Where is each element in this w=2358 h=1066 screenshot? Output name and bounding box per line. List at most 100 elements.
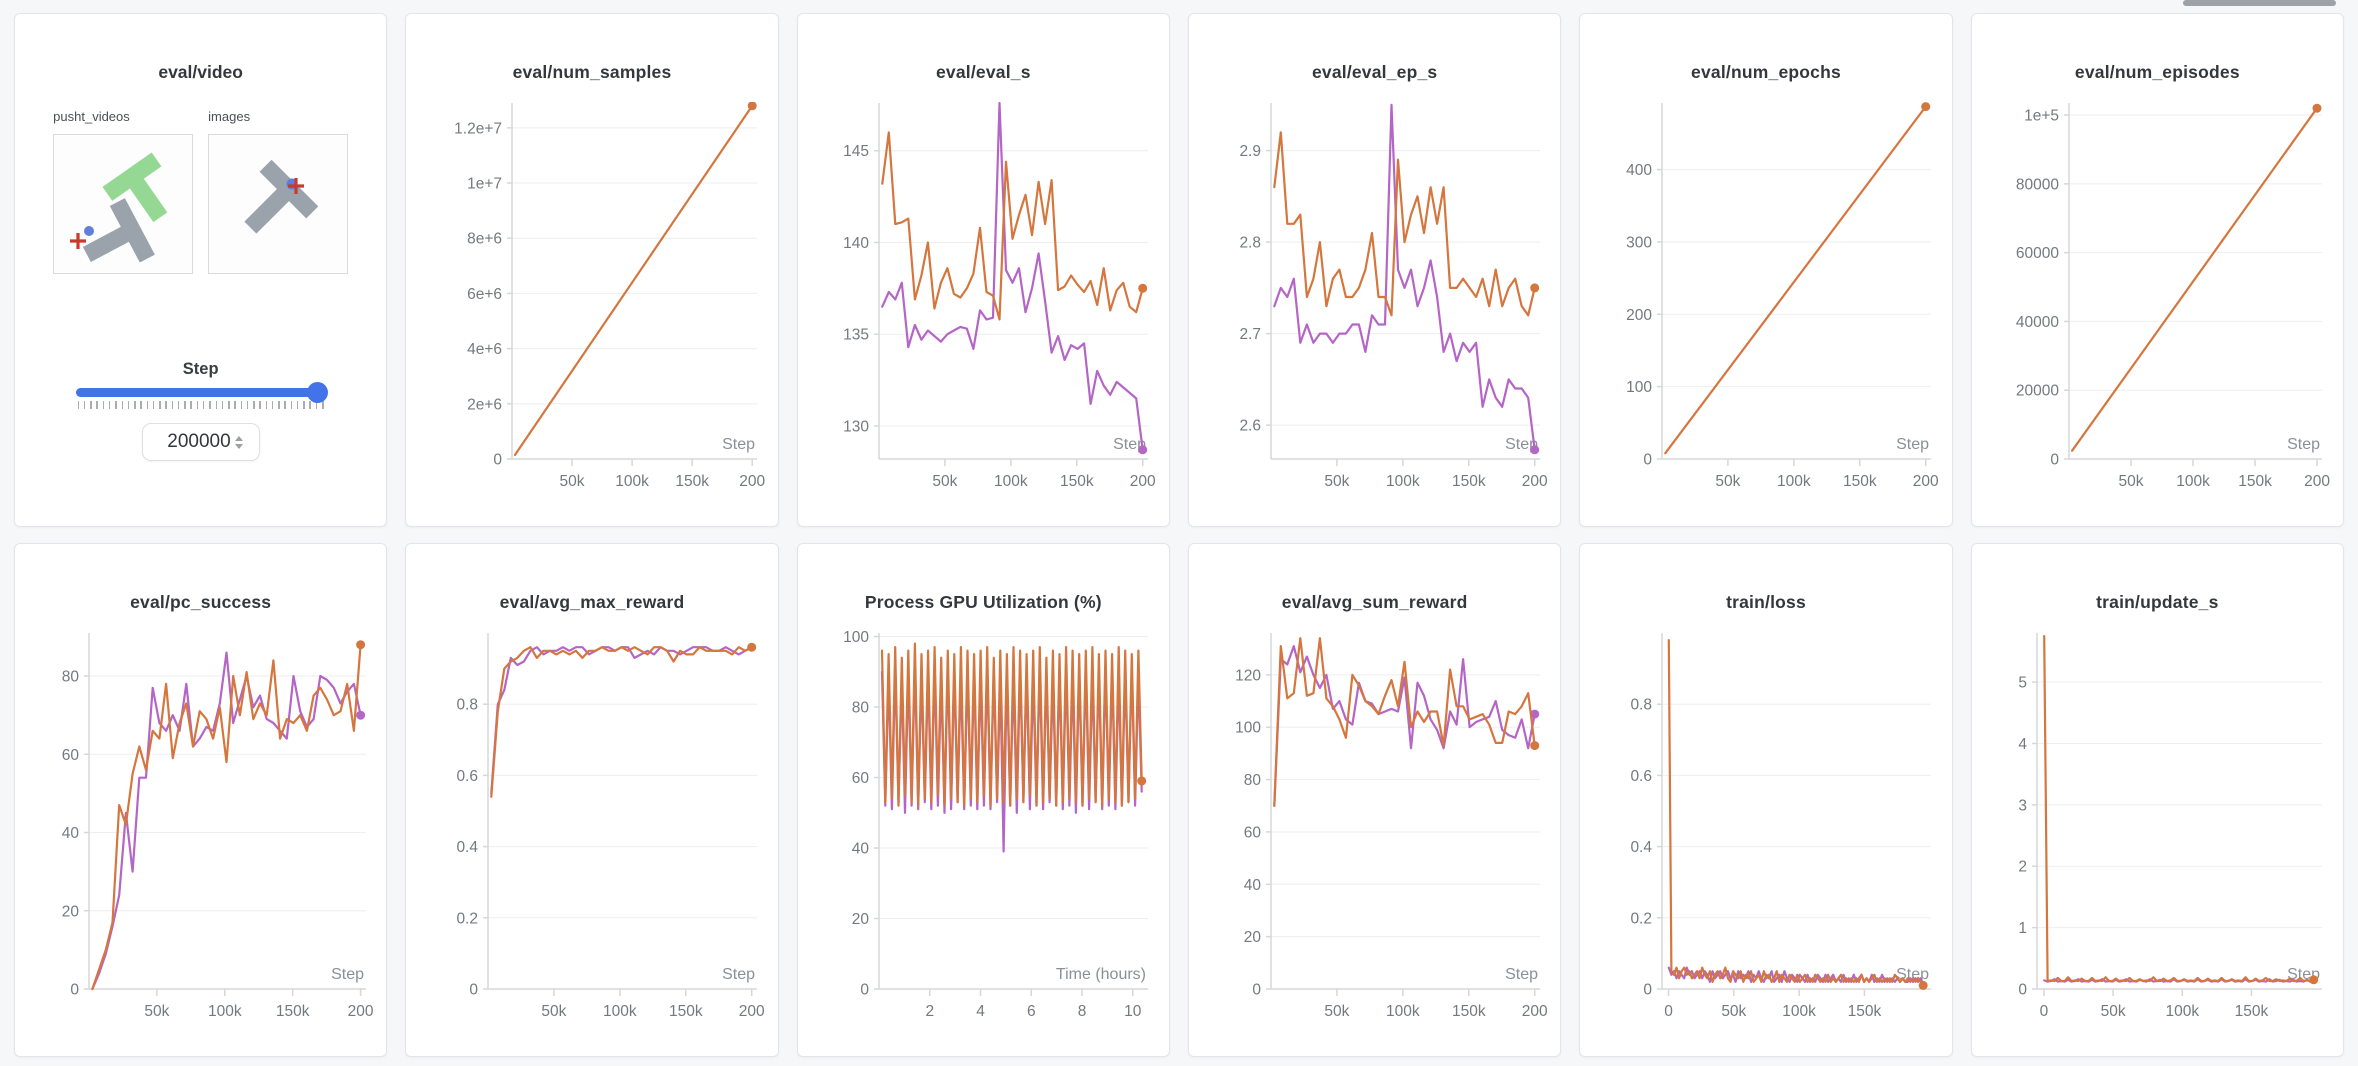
images-caption: images <box>208 109 251 124</box>
step-slider-handle[interactable] <box>306 382 328 403</box>
y-tick-label: 0 <box>469 982 478 999</box>
x-tick-label: 200 <box>1130 473 1156 490</box>
chart-plot[interactable]: 0 20000 40000 60000 80000 1e+5 50k 100k 150k 200 S… <box>1974 91 2340 493</box>
series-group <box>1272 103 1539 455</box>
x-tick-label: 150k <box>1843 473 1877 490</box>
chart-title: eval/avg_max_reward <box>499 592 685 612</box>
y-tick-label: 20000 <box>2016 383 2059 400</box>
chart-panel-eval-num_samples: eval/num_samples 0 2e+6 4e+6 6e+6 8e+6 1e+7 1.… <box>405 13 779 527</box>
x-axis-label: Step <box>1505 966 1538 983</box>
y-tick-label: 40 <box>852 841 870 858</box>
chart-title: eval/num_epochs <box>1691 62 1841 82</box>
x-tick-label: 0 <box>1664 1003 1673 1020</box>
step-slider-track[interactable] <box>75 382 328 403</box>
images-thumbnail[interactable] <box>208 134 349 274</box>
series-line-run-orange <box>881 131 1145 321</box>
x-tick-label: 50k <box>541 1003 566 1020</box>
chart-title: eval/num_samples <box>512 62 672 82</box>
chart-plot[interactable]: 0 100 200 300 400 50k 100k 150k 200 Step <box>1583 91 1949 493</box>
x-tick-label: 50k <box>933 473 958 490</box>
chart-plot[interactable]: 0 2e+6 4e+6 6e+6 8e+6 1e+7 1.2e+7 50k 100k 150k 20… <box>409 91 775 493</box>
series-line-run-orange <box>90 643 362 991</box>
y-tick-label: 0 <box>861 982 870 999</box>
chart-plot[interactable]: 0 20 40 60 80 100 120 50k 100k 150k 200 Step <box>1192 621 1558 1023</box>
x-axis-label: Step <box>1505 436 1538 453</box>
y-tick-label: 0 <box>2051 452 2060 469</box>
x-tick-label: 100k <box>1777 473 1811 490</box>
stepper-arrows <box>234 435 243 449</box>
x-tick-label: 100k <box>2166 1003 2200 1020</box>
series-group <box>513 102 757 456</box>
step-slider[interactable] <box>75 382 328 409</box>
step-increment-icon[interactable] <box>234 435 243 441</box>
y-tick-label: 100 <box>1235 720 1261 737</box>
y-tick-label: 0.4 <box>1630 839 1652 856</box>
chart-title: eval/pc_success <box>130 592 272 612</box>
pusht-video-thumbnail[interactable] <box>53 134 194 274</box>
series-group <box>1272 637 1539 807</box>
x-tick-label: 8 <box>1078 1003 1087 1020</box>
step-decrement-icon[interactable] <box>234 443 243 449</box>
series-end-dot-run-orange <box>355 640 365 650</box>
chart-panel-eval-num_epochs: eval/num_epochs 0 100 200 300 400 50k 100k 150k… <box>1579 13 1953 527</box>
y-tick-label: 60 <box>852 770 870 787</box>
x-tick-label: 200 <box>1521 473 1547 490</box>
y-tick-label: 140 <box>843 235 869 252</box>
chart-title: train/loss <box>1726 592 1806 612</box>
series-line-run-orange <box>2043 635 2316 983</box>
media-col-pusht-videos: pusht_videos <box>53 109 194 274</box>
chart-title: eval/avg_sum_reward <box>1281 592 1468 612</box>
chart-panel-train-update_s: train/update_s 0 1 2 3 4 5 0 50k 100k 150k Step <box>1970 543 2344 1057</box>
y-tick-label: 2.7 <box>1239 326 1261 343</box>
horizontal-scrollbar[interactable] <box>2183 0 2336 6</box>
x-tick-label: 150k <box>276 1003 310 1020</box>
chart-plot[interactable]: 2.6 2.7 2.8 2.9 50k 100k 150k 200 Step <box>1192 91 1558 493</box>
y-tick-label: 1e+5 <box>2024 108 2059 125</box>
x-tick-label: 100k <box>615 473 649 490</box>
y-tick-label: 20 <box>1243 929 1261 946</box>
chart-plot[interactable]: 130 135 140 145 50k 100k 150k 200 Step <box>800 91 1166 493</box>
y-tick-label: 0.4 <box>456 839 478 856</box>
step-slider-ruler <box>77 401 324 409</box>
y-tick-label: 40000 <box>2016 314 2059 331</box>
x-tick-label: 150k <box>2235 1003 2269 1020</box>
x-tick-label: 150k <box>1452 473 1486 490</box>
x-tick-label: 50k <box>1721 1003 1746 1020</box>
y-tick-label: 0.2 <box>456 910 478 927</box>
series-group <box>1667 639 1928 990</box>
chart-panel-eval-pc_success: eval/pc_success 0 20 40 60 80 50k 100k 150k 200 S… <box>14 543 388 1057</box>
step-value-input[interactable] <box>158 431 231 453</box>
chart-panel-eval-num_episodes: eval/num_episodes 0 20000 40000 60000 80000 1… <box>1970 13 2344 527</box>
x-tick-label: 100k <box>603 1003 637 1020</box>
step-value-box <box>141 423 260 461</box>
media-panel-eval-video: eval/video pusht_videos <box>14 13 388 527</box>
y-tick-label: 145 <box>843 143 869 160</box>
y-tick-label: 2 <box>2019 859 2028 876</box>
y-tick-label: 4 <box>2019 736 2028 753</box>
x-tick-label: 100k <box>1386 1003 1420 1020</box>
media-col-images: images <box>208 109 349 274</box>
x-axis-label: Step <box>1896 436 1929 453</box>
y-tick-label: 1e+7 <box>467 176 502 193</box>
chart-plot[interactable]: 0 0.2 0.4 0.6 0.8 50k 100k 150k 200 Step <box>409 621 775 1023</box>
x-axis-label: Time (hours) <box>1056 966 1146 983</box>
y-tick-label: 0 <box>493 452 502 469</box>
series-group <box>2043 635 2319 985</box>
series-line-run-orange <box>490 646 753 798</box>
chart-plot[interactable]: 0 20 40 60 80 50k 100k 150k 200 Step <box>18 621 384 1023</box>
series-end-dot-run-orange <box>1138 283 1148 293</box>
chart-panel-train-loss: train/loss 0 0.2 0.4 0.6 0.8 0 50k 100k 150k Step <box>1579 543 1953 1057</box>
y-tick-label: 60 <box>61 747 79 764</box>
target-cross-icon <box>288 178 305 194</box>
series-line-run-orange <box>1667 639 1925 987</box>
pusht-videos-caption: pusht_videos <box>53 109 130 124</box>
gray-t-shape <box>244 159 319 234</box>
x-tick-label: 100k <box>208 1003 242 1020</box>
x-tick-label: 150k <box>1848 1003 1882 1020</box>
series-line-run-orange <box>1272 637 1536 807</box>
y-tick-label: 80000 <box>2016 176 2059 193</box>
series-end-dot-run-purple <box>1138 445 1148 455</box>
chart-plot[interactable]: 0 20 40 60 80 100 2 4 6 8 10 Time (hours) <box>800 621 1166 1023</box>
